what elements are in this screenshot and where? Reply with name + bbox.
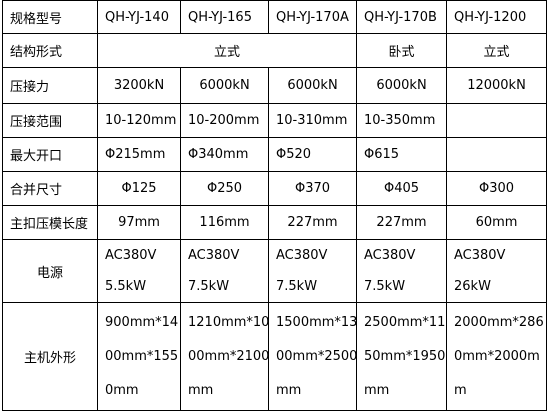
cell-line: AC380V	[188, 248, 240, 263]
header-cell: 规格型号	[2, 0, 98, 34]
cell: Φ405	[356, 171, 447, 206]
cell: Φ125	[97, 171, 181, 206]
cell: 立式	[97, 33, 357, 68]
cell-line: AC380V	[105, 248, 157, 263]
cell: Φ215mm	[97, 137, 181, 172]
header-cell: QH-YJ-170A	[268, 0, 357, 34]
cell: 2500mm*11 50mm*1950 mm	[356, 302, 447, 411]
header-cell: QH-YJ-170B	[356, 0, 447, 34]
header-cell: QH-YJ-165	[180, 0, 269, 34]
cell: AC380V 5.5kW	[97, 239, 181, 303]
row-label: 合并尺寸	[2, 171, 98, 206]
cell: Φ300	[446, 171, 547, 206]
cell: 60mm	[446, 205, 547, 240]
cell: 10-310mm	[268, 103, 357, 138]
row: 压接范围 10-120mm 10-200mm 10-310mm 10-350mm	[2, 103, 547, 138]
cell: AC380V 7.5kW	[356, 239, 447, 303]
row-label: 结构形式	[2, 33, 98, 68]
cell-line: 00mm*2100	[188, 348, 269, 364]
cell: 900mm*14 00mm*155 0mm	[97, 302, 181, 411]
cell-line: 7.5kW	[188, 279, 230, 294]
cell-line: 2500mm*11	[364, 314, 446, 330]
header-row: 规格型号 QH-YJ-140 QH-YJ-165 QH-YJ-170A QH-Y…	[2, 0, 547, 34]
cell-line: mm	[276, 382, 302, 398]
cell: 卧式	[356, 33, 447, 68]
cell: 227mm	[356, 205, 447, 240]
row: 电源 AC380V 5.5kW AC380V 7.5kW AC380V 7.5kW A…	[2, 239, 547, 303]
cell: 1500mm*13 00mm*2500 mm	[268, 302, 357, 411]
cell-line: AC380V	[364, 248, 416, 263]
cell-line: 50mm*1950	[364, 348, 446, 364]
cell-line: 7.5kW	[364, 279, 406, 294]
cell	[446, 137, 547, 172]
cell: 3200kN	[97, 67, 181, 104]
cell: Φ615	[356, 137, 447, 172]
row-label: 主机外形	[2, 302, 98, 411]
cell: 10-200mm	[180, 103, 269, 138]
row-label: 最大开口	[2, 137, 98, 172]
row: 结构形式 立式 卧式 立式	[2, 33, 547, 68]
cell-line: 5.5kW	[105, 279, 147, 294]
cell: 10-120mm	[97, 103, 181, 138]
cell-line: 00mm*155	[105, 348, 179, 364]
cell-line: 7.5kW	[276, 279, 318, 294]
row: 主机外形 900mm*14 00mm*155 0mm 1210mm*10 00mm*2…	[2, 302, 547, 411]
cell-line: mm	[364, 382, 390, 398]
cell-line: m	[454, 382, 467, 398]
cell-line: 2000mm*286	[454, 314, 544, 330]
row-label: 压接范围	[2, 103, 98, 138]
cell: 6000kN	[180, 67, 269, 104]
cell-line: 900mm*14	[105, 314, 179, 330]
cell-line: 26kW	[454, 279, 491, 294]
cell: AC380V 26kW	[446, 239, 547, 303]
cell: 1210mm*10 00mm*2100 mm	[180, 302, 269, 411]
row-label: 电源	[2, 239, 98, 303]
row: 主扣压模长度 97mm 116mm 227mm 227mm 60mm	[2, 205, 547, 240]
cell-line: AC380V	[454, 248, 506, 263]
cell	[446, 103, 547, 138]
cell-line: 1210mm*10	[188, 314, 269, 330]
cell-line: 0mm*2000m	[454, 348, 540, 364]
cell: AC380V 7.5kW	[268, 239, 357, 303]
cell: Φ250	[180, 171, 269, 206]
cell: Φ370	[268, 171, 357, 206]
cell-line: 1500mm*13	[276, 314, 357, 330]
cell-line: AC380V	[276, 248, 328, 263]
cell: 6000kN	[268, 67, 357, 104]
header-cell: QH-YJ-140	[97, 0, 181, 34]
cell: Φ520	[268, 137, 357, 172]
cell-line: 0mm	[105, 382, 139, 398]
cell: 10-350mm	[356, 103, 447, 138]
cell: 立式	[446, 33, 547, 68]
cell-line: mm	[188, 382, 214, 398]
cell-line: 00mm*2500	[276, 348, 357, 364]
cell: 2000mm*286 0mm*2000m m	[446, 302, 547, 411]
cell: 97mm	[97, 205, 181, 240]
cell: 116mm	[180, 205, 269, 240]
row: 压接力 3200kN 6000kN 6000kN 6000kN 12000kN	[2, 67, 547, 104]
cell: 12000kN	[446, 67, 547, 104]
cell: 227mm	[268, 205, 357, 240]
header-cell: QH-YJ-1200	[446, 0, 547, 34]
row-label: 压接力	[2, 67, 98, 104]
cell: 6000kN	[356, 67, 447, 104]
row: 合并尺寸 Φ125 Φ250 Φ370 Φ405 Φ300	[2, 171, 547, 206]
row: 最大开口 Φ215mm Φ340mm Φ520 Φ615	[2, 137, 547, 172]
cell: AC380V 7.5kW	[180, 239, 269, 303]
cell: Φ340mm	[180, 137, 269, 172]
row-label: 主扣压模长度	[2, 205, 98, 240]
